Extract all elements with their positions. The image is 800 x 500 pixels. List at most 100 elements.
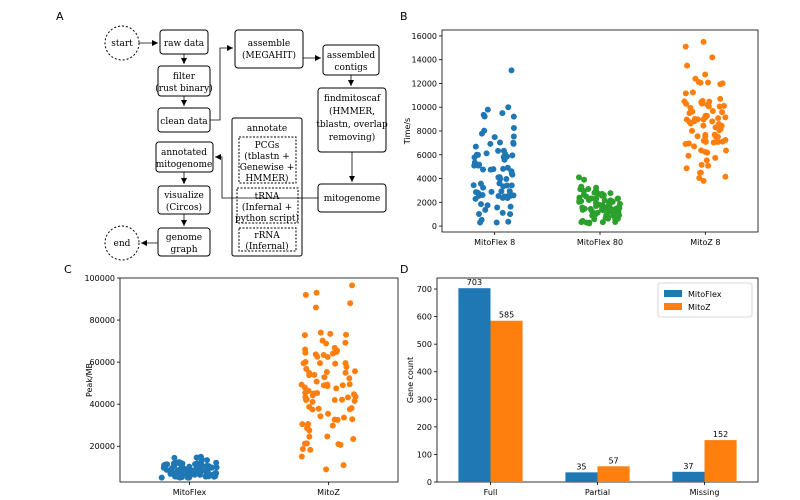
data-point	[510, 139, 517, 146]
data-point	[351, 398, 358, 405]
data-point	[310, 390, 317, 397]
data-point	[500, 147, 507, 154]
data-point	[491, 134, 498, 141]
bar	[490, 320, 523, 482]
data-point	[479, 166, 486, 173]
data-point	[309, 406, 316, 413]
data-point	[340, 462, 347, 469]
data-point	[709, 54, 716, 61]
data-point	[163, 466, 170, 473]
findmitoscaf-label: findmitoscaf	[324, 94, 381, 104]
start-node: start	[104, 25, 140, 61]
x-tick-label: MitoZ	[317, 488, 340, 497]
pcgs-line2: (tblastn +	[244, 151, 290, 162]
data-point	[473, 151, 480, 158]
data-point	[592, 199, 599, 206]
x-tick-label: MitoFlex 80	[577, 238, 623, 247]
data-point	[602, 214, 609, 221]
data-point	[682, 90, 689, 97]
data-point	[723, 147, 730, 154]
data-point	[580, 188, 587, 195]
data-point	[703, 157, 710, 164]
data-point	[722, 114, 729, 121]
data-point	[323, 369, 330, 376]
data-point	[700, 122, 707, 129]
data-point	[346, 381, 353, 388]
data-point	[331, 416, 338, 423]
data-point	[506, 188, 513, 195]
data-point	[715, 120, 722, 127]
data-point	[342, 339, 349, 346]
genome-graph-sublabel: graph	[171, 245, 198, 255]
data-point	[500, 165, 507, 172]
data-point	[348, 405, 355, 412]
data-point	[339, 396, 346, 403]
y-tick-label: 16000	[412, 32, 437, 41]
assemble-sublabel: (MEGAHIT)	[242, 50, 296, 61]
data-point	[689, 89, 696, 96]
data-point	[689, 127, 696, 134]
x-tick-label: Missing	[690, 488, 720, 497]
bar-value-label: 35	[576, 462, 586, 471]
data-point	[303, 396, 310, 403]
data-point	[313, 289, 320, 296]
filter-label: filter	[173, 72, 196, 82]
flow-arrows	[139, 40, 355, 246]
data-point	[340, 414, 347, 421]
data-point	[699, 97, 706, 104]
data-point	[510, 133, 517, 140]
filter-box: filter (rust binary)	[155, 65, 213, 97]
pcgs-line3: Genewise +	[240, 163, 295, 173]
data-point	[698, 147, 705, 154]
data-point	[702, 71, 709, 78]
data-point	[158, 474, 165, 481]
pcgs-label: PCGs	[255, 141, 280, 151]
data-point	[705, 103, 712, 110]
data-point	[508, 67, 515, 74]
bar	[704, 440, 737, 482]
data-point	[203, 462, 210, 469]
data-point	[505, 104, 512, 111]
data-point	[495, 147, 502, 154]
data-point	[178, 474, 185, 481]
y-tick-label: 0	[427, 478, 432, 487]
data-point	[481, 113, 488, 120]
clean-data-label: clean data	[160, 117, 208, 127]
bar-value-label: 152	[713, 430, 728, 439]
data-point	[685, 152, 692, 159]
data-point	[607, 190, 614, 197]
data-point	[303, 365, 310, 372]
data-point	[302, 359, 309, 366]
data-point	[694, 116, 701, 123]
data-point	[694, 133, 701, 140]
data-point	[684, 62, 691, 69]
pcgs-line4: HMMER)	[245, 173, 288, 184]
data-point	[475, 210, 482, 217]
data-point	[471, 159, 478, 166]
panel-d-chart: 0 100 200 300 400 500 600 700 Gene count Full 703 5…	[406, 277, 759, 497]
y-tick-label: 40000	[90, 400, 115, 409]
data-point	[581, 176, 588, 183]
data-point	[301, 384, 308, 391]
data-point	[327, 330, 334, 337]
data-point	[192, 461, 199, 468]
data-point	[482, 206, 489, 213]
start-label: start	[111, 39, 133, 49]
visualize-box: visualize (Circos)	[157, 185, 211, 215]
data-point	[510, 125, 517, 132]
data-point	[505, 218, 512, 225]
data-point	[507, 211, 514, 218]
data-point	[610, 212, 617, 219]
data-point	[472, 143, 479, 150]
data-point	[717, 95, 724, 102]
data-point	[614, 205, 621, 212]
y-tick-label: 80000	[90, 316, 115, 325]
rrna-line2: (Infernal)	[245, 241, 288, 252]
trna-box: tRNA (Infernal + python script)	[235, 187, 299, 224]
data-point	[692, 75, 699, 82]
data-point	[612, 219, 619, 226]
data-point	[490, 166, 497, 173]
data-point	[494, 204, 501, 211]
annotate-label: annotate	[247, 124, 287, 134]
data-point	[480, 184, 487, 191]
